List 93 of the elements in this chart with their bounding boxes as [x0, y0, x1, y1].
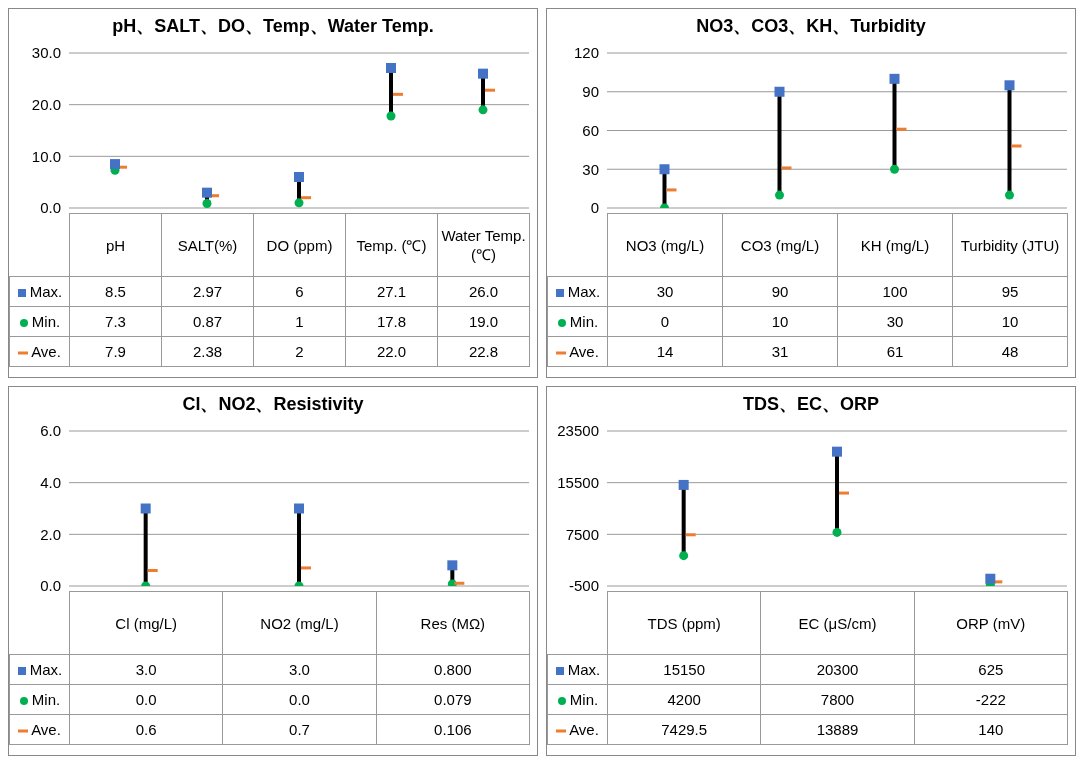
data-label: 1	[253, 306, 346, 337]
data-label: 61	[837, 336, 953, 367]
data-label: 90	[722, 276, 838, 307]
legend-label: Min.	[9, 684, 70, 715]
x-tick-label: Turbidity (JTU)	[952, 213, 1068, 277]
data-label: 7.9	[69, 336, 162, 367]
x-tick-label: Res (MΩ)	[376, 591, 530, 655]
data-label: 0.0	[222, 684, 377, 715]
y-tick-label: 10.0	[31, 147, 61, 165]
data-label: 0.106	[376, 714, 530, 745]
data-label: 22.0	[345, 336, 438, 367]
y-tick-label: 20.0	[31, 95, 61, 113]
y-tick-label: 30.0	[31, 44, 61, 62]
legend-label: Max.	[547, 654, 608, 685]
y-tick-label: 0	[590, 199, 599, 217]
data-label: 19.0	[437, 306, 530, 337]
data-label: 30	[837, 306, 953, 337]
chart-title: TDS、EC、ORP	[742, 393, 880, 416]
chart-title: Cl、NO2、Resistivity	[181, 393, 365, 416]
x-tick-label: NO2 (mg/L)	[222, 591, 377, 655]
data-label: 140	[914, 714, 1068, 745]
data-label: 95	[952, 276, 1068, 307]
y-tick-label: 0.0	[40, 199, 61, 217]
legend-label: Min.	[547, 684, 608, 715]
data-label: 10	[952, 306, 1068, 337]
data-label: 100	[837, 276, 953, 307]
x-tick-label: pH	[69, 213, 162, 277]
x-tick-label: TDS (ppm)	[607, 591, 761, 655]
chart-title: pH、SALT、DO、Temp、Water Temp.	[111, 15, 435, 38]
y-tick-label: 90	[582, 83, 599, 101]
y-tick-label: 30	[582, 160, 599, 178]
data-label: 10	[722, 306, 838, 337]
data-label: 14	[607, 336, 723, 367]
data-label: 31	[722, 336, 838, 367]
legend-label: Max.	[9, 276, 70, 307]
data-label: 22.8	[437, 336, 530, 367]
legend-label: Max.	[547, 276, 608, 307]
data-label: 2	[253, 336, 346, 367]
data-label: 17.8	[345, 306, 438, 337]
legend-label: Max.	[9, 654, 70, 685]
x-tick-label: SALT(%)	[161, 213, 254, 277]
x-tick-label: KH (mg/L)	[837, 213, 953, 277]
x-tick-label: Water Temp. (℃)	[437, 213, 530, 277]
y-tick-label: -500	[568, 577, 599, 595]
y-tick-label: 4.0	[40, 473, 61, 491]
data-label: 625	[914, 654, 1068, 685]
data-label: 48	[952, 336, 1068, 367]
data-label: 0.800	[376, 654, 530, 685]
x-tick-label: Cl (mg/L)	[69, 591, 223, 655]
x-tick-label: CO3 (mg/L)	[722, 213, 838, 277]
data-label: -222	[914, 684, 1068, 715]
data-label: 7429.5	[607, 714, 761, 745]
data-label: 7800	[760, 684, 915, 715]
y-tick-label: 15500	[557, 473, 599, 491]
data-label: 0.0	[69, 684, 223, 715]
data-label: 3.0	[69, 654, 223, 685]
data-label: 13889	[760, 714, 915, 745]
data-label: 0.7	[222, 714, 377, 745]
y-tick-label: 120	[573, 44, 599, 62]
data-label: 0.079	[376, 684, 530, 715]
legend-label: Min.	[547, 306, 608, 337]
y-tick-label: 0.0	[40, 577, 61, 595]
data-label: 15150	[607, 654, 761, 685]
data-label: 30	[607, 276, 723, 307]
data-label: 20300	[760, 654, 915, 685]
legend-label: Ave.	[9, 336, 70, 367]
y-tick-label: 23500	[557, 422, 599, 440]
data-label: 2.97	[161, 276, 254, 307]
data-label: 4200	[607, 684, 761, 715]
x-tick-label: ORP (mV)	[914, 591, 1068, 655]
data-label: 3.0	[222, 654, 377, 685]
y-tick-label: 60	[582, 121, 599, 139]
x-tick-label: Temp. (℃)	[345, 213, 438, 277]
data-label: 8.5	[69, 276, 162, 307]
legend-label: Ave.	[547, 714, 608, 745]
legend-label: Ave.	[547, 336, 608, 367]
data-label: 26.0	[437, 276, 530, 307]
data-label: 0.6	[69, 714, 223, 745]
data-label: 6	[253, 276, 346, 307]
data-label: 7.3	[69, 306, 162, 337]
data-label: 0.87	[161, 306, 254, 337]
chart-title: NO3、CO3、KH、Turbidity	[695, 15, 927, 38]
legend-label: Ave.	[9, 714, 70, 745]
x-tick-label: NO3 (mg/L)	[607, 213, 723, 277]
x-tick-label: EC (μS/cm)	[760, 591, 915, 655]
y-tick-label: 6.0	[40, 422, 61, 440]
y-tick-label: 7500	[565, 525, 599, 543]
legend-label: Min.	[9, 306, 70, 337]
data-label: 2.38	[161, 336, 254, 367]
data-label: 27.1	[345, 276, 438, 307]
y-tick-label: 2.0	[40, 525, 61, 543]
x-tick-label: DO (ppm)	[253, 213, 346, 277]
data-label: 0	[607, 306, 723, 337]
